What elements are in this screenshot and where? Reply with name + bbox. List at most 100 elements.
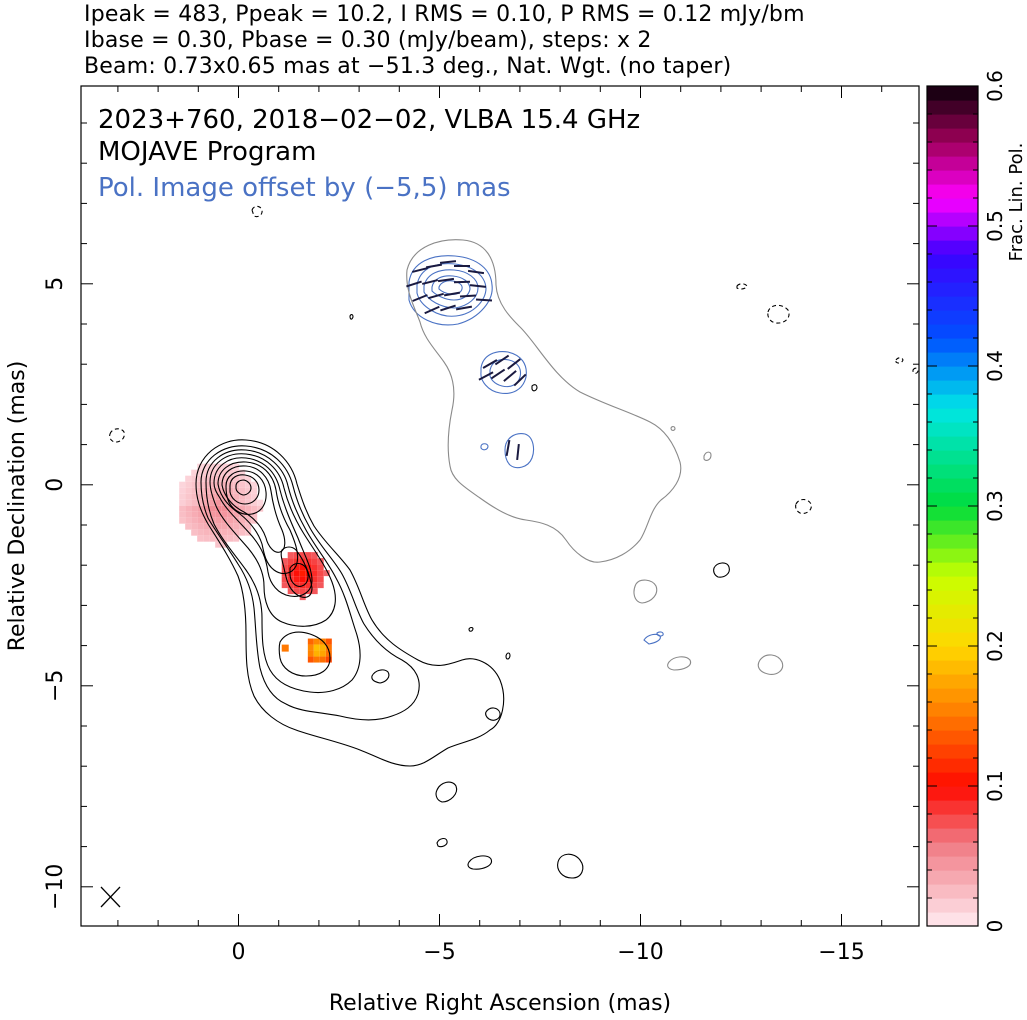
frac-pol-cell [227,499,234,506]
frac-pol-cell [239,475,246,482]
frac-pol-cell [227,535,234,542]
frac-pol-cell [197,493,204,500]
frac-pol-cell [221,463,228,470]
colorbar-cell [927,548,978,563]
colorbar-cell [927,800,978,815]
frac-pol-cell [239,517,246,524]
frac-pol-cell [227,493,234,500]
frac-pol-cell [239,493,246,500]
frac-pol-cell [197,475,204,482]
colorbar-cell [927,86,978,101]
frac-pol-cell [311,558,318,565]
frac-pol-cell [215,487,222,494]
plot-frame [80,85,920,927]
frac-pol-cell [251,505,258,512]
restoring-beam-symbol [100,886,121,908]
evpa-tick [475,298,493,302]
frac-pol-cell [221,475,228,482]
frac-pol-cell [221,469,228,476]
header-line-2: Ibase = 0.30, Pbase = 0.30 (mJy/beam), s… [84,28,652,53]
frac-pol-cell [313,638,320,645]
stokes-i-contours [195,314,730,879]
frac-pol-cell [317,570,324,577]
header-line-1: Ipeak = 483, Ppeak = 10.2, I RMS = 0.10,… [84,2,805,27]
frac-pol-cell [319,644,326,651]
frac-pol-cell [203,463,210,470]
frac-pol-cell [287,552,294,559]
frac-pol-cell [299,570,306,577]
frac-pol-cell [299,588,306,595]
frac-pol-cell [227,505,234,512]
colorbar-cell [927,912,978,927]
evpa-tick [425,263,443,269]
evpa-tick [459,294,477,298]
frac-pol-cell [239,529,246,536]
evpa-tick [467,269,485,275]
evpa-ticks [406,260,527,461]
frac-pol-cell [245,481,252,488]
frac-pol-cell [209,529,216,536]
frac-pol-cell [215,505,222,512]
frac-pol-cell [233,475,240,482]
frac-pol-cell [281,644,289,652]
frac-pol-cell [305,552,312,559]
frac-pol-cell [307,638,314,645]
colorbar-cell [927,758,978,773]
evpa-tick [482,359,498,369]
frac-pol-cell [239,481,246,488]
frac-pol-cell [197,481,204,488]
frac-pol-cell [293,588,300,595]
negative-contours [109,205,919,514]
colorbar-cell [927,674,978,689]
colorbar-cell [927,898,978,913]
frac-pol-cell [221,505,228,512]
colorbar-tick-label: 0.4 [983,350,1007,382]
frac-pol-cell [191,475,198,482]
frac-pol-cell [215,535,222,542]
frac-pol-cell [179,487,186,494]
x-tick-label: −10 [617,940,663,965]
frac-pol-cell [307,650,314,657]
colorbar-cell [927,128,978,143]
frac-pol-cell [227,469,234,476]
frac-pol-cell [245,505,252,512]
frac-pol-cell [209,535,216,542]
frac-pol-cell [307,644,314,651]
frac-pol-cell [245,487,252,494]
colorbar-cell [927,394,978,409]
evpa-tick [505,439,511,457]
frac-pol-cell [287,558,294,565]
frac-pol-cell [325,644,332,651]
colorbar-cell [927,506,978,521]
frac-pol-cell [203,493,210,500]
frac-pol-cell [251,493,258,500]
frac-pol-cell [179,481,186,488]
colorbar-cell [927,114,978,129]
colorbar-cell [927,366,978,381]
frac-pol-cell [197,487,204,494]
frac-pol-cell [191,511,198,518]
evpa-tick [478,371,494,381]
frac-pol-cell [325,638,332,645]
colorbar-cell [927,450,978,465]
frac-pol-cell [251,487,258,494]
frac-pol-cell [313,644,320,651]
colorbar: 0 0.1 0.2 0.3 0.4 0.5 0.6 Frac. Lin. Pol. [926,70,1027,932]
colorbar-cell [927,212,978,227]
y-tick-label: 5 [43,277,68,291]
colorbar-cell [927,744,978,759]
frac-pol-cell [245,493,252,500]
frac-pol-cell [179,511,186,518]
frac-pol-cell [221,529,228,536]
frac-pol-cell [257,499,264,506]
colorbar-cell [927,184,978,199]
colorbar-cell [927,352,978,367]
colorbar-cell [927,730,978,745]
frac-pol-cell [215,523,222,530]
frac-pol-cell [215,499,222,506]
x-tick-label: 0 [232,940,246,965]
frac-pol-cell [221,541,228,548]
frac-pol-cell [209,523,216,530]
frac-pol-cell [197,499,204,506]
